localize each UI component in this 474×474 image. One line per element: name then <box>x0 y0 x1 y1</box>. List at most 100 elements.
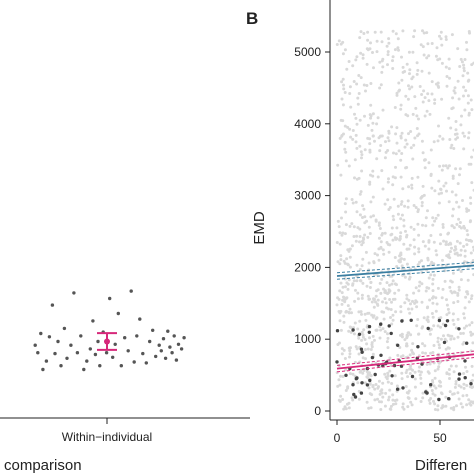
panel-b-bg-point <box>386 371 390 375</box>
panel-b-bg-point <box>364 250 368 254</box>
panel-b-bg-point <box>430 312 434 315</box>
panel-b-x-tick-label: 50 <box>433 431 447 445</box>
panel-a-x-axis-title: comparison <box>4 457 82 474</box>
panel-b-bg-point <box>389 404 393 408</box>
panel-b-bg-point <box>398 346 402 349</box>
panel-b-bg-point <box>447 200 451 204</box>
panel-b-bg-point <box>361 239 364 243</box>
panel-a-points <box>33 289 186 372</box>
panel-b-bg-point <box>338 289 342 293</box>
panel-b-bg-point <box>463 316 466 320</box>
panel-b-bg-point <box>337 297 341 301</box>
panel-b-bg-point <box>371 334 375 338</box>
panel-b-bg-point <box>436 404 440 408</box>
panel-b-bg-point <box>402 224 406 228</box>
panel-b-highlight-point <box>396 343 400 347</box>
panel-b-bg-point <box>452 226 456 230</box>
panel-b-bg-point <box>423 158 427 162</box>
panel-b-bg-point <box>464 238 468 242</box>
panel-b-bg-point <box>454 137 458 141</box>
panel-b-bg-point <box>376 397 379 401</box>
panel-b-bg-point <box>339 173 343 177</box>
panel-b-bg-point <box>368 277 371 281</box>
panel-b-bg-point <box>421 151 425 155</box>
panel-b-bg-point <box>395 226 399 230</box>
panel-a-point <box>59 364 63 368</box>
panel-b-bg-point <box>399 136 403 140</box>
panel-b-y-axis-title: EMD <box>251 211 268 245</box>
panel-b-highlight-point <box>410 374 415 379</box>
panel-b-bg-point <box>432 140 436 144</box>
panel-a-point <box>168 345 172 349</box>
panel-b-bg-point <box>395 91 399 95</box>
panel-b-bg-point <box>339 394 343 398</box>
panel-b-bg-point <box>417 247 421 251</box>
panel-b-bg-point <box>358 235 362 238</box>
panel-b-bg-point <box>450 224 454 228</box>
panel-b-bg-point <box>360 169 364 173</box>
panel-b-bg-point <box>419 43 423 47</box>
panel-b-highlight-point <box>368 378 372 383</box>
panel-b-highlight-point <box>360 381 364 385</box>
panel-b-highlight-points <box>335 318 473 402</box>
panel-a-point <box>85 359 89 363</box>
panel-b-bg-point <box>413 301 417 305</box>
panel-b-bg-point <box>467 78 471 82</box>
panel-b-bg-point <box>463 226 467 230</box>
panel-b-bg-point <box>355 279 359 283</box>
panel-b-bg-point <box>378 149 382 153</box>
panel-b-bg-point <box>442 184 446 188</box>
panel-b-bg-point <box>350 311 353 315</box>
panel-b-bg-point <box>382 252 386 256</box>
panel-a-point <box>182 336 186 340</box>
panel-b-bg-point <box>452 406 456 409</box>
panel-b-bg-point <box>421 29 424 33</box>
panel-b-bg-point <box>341 40 345 44</box>
panel-b-bg-point <box>358 213 362 217</box>
panel-b-bg-point <box>421 325 425 329</box>
panel-b-bg-point <box>451 207 455 211</box>
panel-b-bg-point <box>380 391 384 395</box>
panel-b-bg-point <box>388 283 391 287</box>
panel-b-bg-point <box>363 338 367 341</box>
panel-b-bg-point <box>425 362 429 366</box>
panel-b-bg-point <box>354 58 358 62</box>
panel-b-bg-point <box>470 155 474 159</box>
panel-b-bg-point <box>452 337 456 341</box>
panel-b-bg-point <box>463 134 466 138</box>
panel-b-bg-point <box>337 378 341 382</box>
panel-b-highlight-point <box>463 359 467 363</box>
panel-b-bg-point <box>343 232 347 236</box>
panel-b-bg-point <box>449 126 453 130</box>
panel-b-bg-point <box>442 239 446 243</box>
panel-b-bg-point <box>359 150 363 154</box>
panel-b-bg-point <box>421 396 425 400</box>
panel-b-bg-point <box>361 281 365 285</box>
panel-b-bg-point <box>373 338 376 342</box>
panel-b-bg-point <box>411 368 414 372</box>
panel-b-highlight-point <box>389 331 393 336</box>
panel-b-bg-point <box>340 134 344 138</box>
panel-b-bg-point <box>342 348 346 352</box>
panel-b-bg-point <box>351 137 355 141</box>
panel-b-bg-point <box>410 403 414 407</box>
panel-b-bg-point <box>401 187 405 191</box>
panel-b-bg-point <box>397 81 401 85</box>
panel-b-bg-point <box>349 105 353 109</box>
panel-b-bg-point <box>340 233 344 237</box>
panel-b-highlight-point <box>447 397 451 401</box>
panel-b-highlight-point <box>370 355 375 360</box>
panel-b-bg-point <box>357 397 361 401</box>
panel-b-bg-point <box>376 288 380 292</box>
panel-b-bg-point <box>423 114 427 118</box>
panel-b-bg-point <box>368 113 372 117</box>
panel-b-x-axis-title: Differen <box>415 457 467 474</box>
panel-b-bg-point <box>396 353 400 357</box>
panel-b-bg-point <box>408 353 412 357</box>
panel-b-bg-point <box>372 260 376 264</box>
panel-b-bg-point <box>459 385 463 389</box>
panel-b-bg-point <box>380 169 384 173</box>
panel-b-bg-point <box>395 237 399 241</box>
panel-b-bg-point <box>345 296 349 300</box>
